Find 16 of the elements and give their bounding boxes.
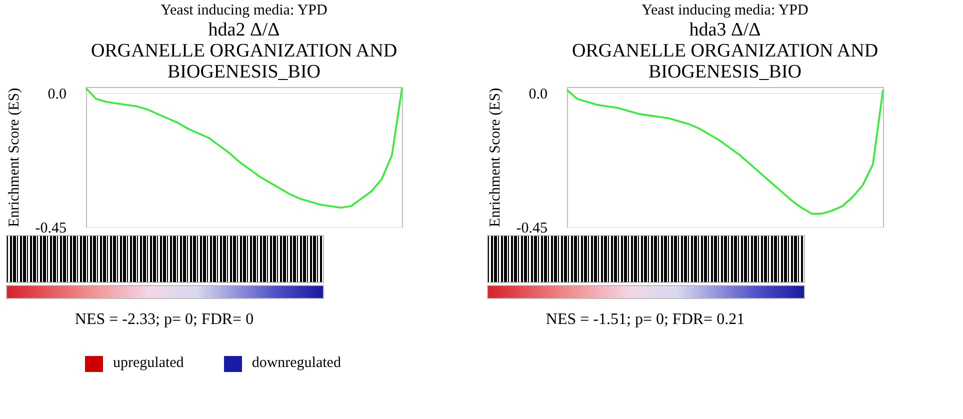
y-axis-title: Enrichment Score (ES) [487, 88, 504, 228]
text: upregulated [112, 355, 184, 372]
y-tick-label: -0.45 [516, 220, 548, 236]
line-series [566, 89, 884, 214]
y-tick-label: 0.0 [528, 86, 548, 102]
y-axis-title: Enrichment Score (ES) [6, 88, 22, 228]
text: NES = -2.33; p= 0; FDR= 0 [74, 311, 255, 329]
y-tick-label: -0.45 [35, 220, 66, 236]
chart-subtitle: hda3 Δ/Δ ORGANELLE ORGANIZATION AND BIOGENESIS_BIO [572, 20, 878, 83]
chart-title: Yeast inducing media: YPD [160, 2, 328, 19]
chart-subtitle: hda2 Δ/Δ ORGANELLE ORGANIZATION AND BIOGENESIS_BIO [90, 20, 398, 83]
chart-title: Yeast inducing media: YPD [642, 2, 808, 19]
line-series [85, 87, 403, 209]
y-tick-label: 0.0 [48, 86, 66, 102]
text: downregulated [250, 355, 341, 372]
text: NES = -1.51; p= 0; FDR= 0.21 [544, 311, 746, 329]
